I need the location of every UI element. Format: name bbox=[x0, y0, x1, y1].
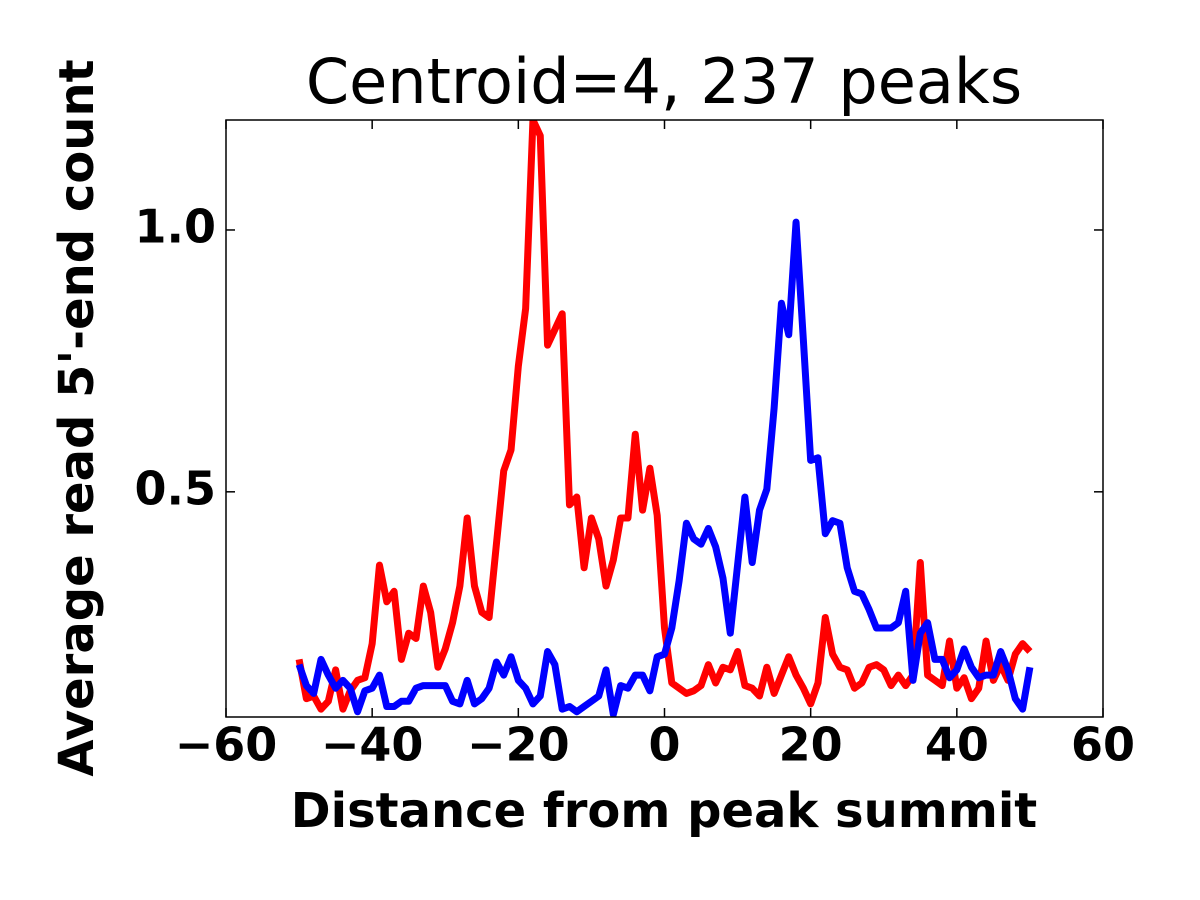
x-tick-label: −40 bbox=[321, 718, 424, 772]
x-tick-label: 20 bbox=[779, 718, 843, 772]
x-tick-label: 0 bbox=[648, 718, 680, 772]
y-axis-label: Average read 5'-end count bbox=[49, 59, 105, 776]
x-tick-label: −60 bbox=[175, 718, 278, 772]
x-tick-label: 60 bbox=[1071, 718, 1135, 772]
x-tick-label: −20 bbox=[467, 718, 570, 772]
y-tick-label: 1.0 bbox=[135, 199, 217, 253]
y-tick-label: 0.5 bbox=[135, 461, 217, 515]
chart-title: Centroid=4, 237 peaks bbox=[306, 45, 1022, 118]
series-line bbox=[295, 218, 1034, 717]
series-line bbox=[295, 120, 1033, 713]
x-tick-label: 40 bbox=[925, 718, 989, 772]
plot-lines bbox=[295, 120, 1034, 717]
x-axis-label: Distance from peak summit bbox=[291, 783, 1037, 839]
